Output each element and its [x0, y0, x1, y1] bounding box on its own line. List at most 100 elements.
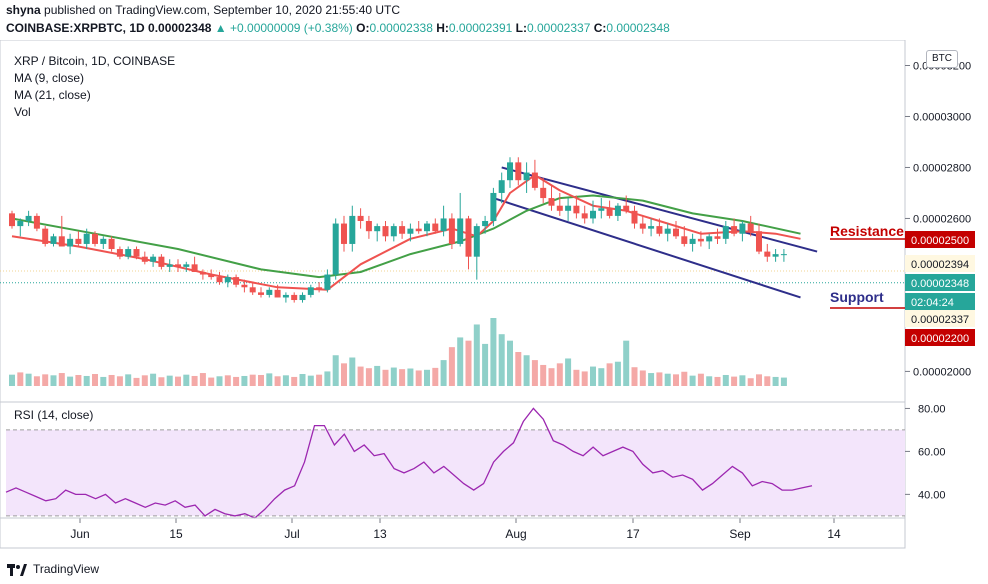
candle-body[interactable]: [307, 287, 314, 295]
candle-body[interactable]: [357, 215, 364, 221]
candle-body[interactable]: [390, 226, 397, 237]
candle-body[interactable]: [183, 264, 190, 267]
candle-body[interactable]: [531, 172, 538, 188]
candle-body[interactable]: [614, 205, 621, 216]
candle-body[interactable]: [108, 238, 115, 250]
candle-body[interactable]: [523, 172, 530, 181]
candle-body[interactable]: [17, 221, 24, 227]
candle-body[interactable]: [772, 254, 779, 257]
candle-body[interactable]: [216, 277, 223, 283]
candle-body[interactable]: [706, 236, 713, 242]
candle-body[interactable]: [573, 205, 580, 214]
candle-body[interactable]: [415, 228, 422, 232]
candle-body[interactable]: [473, 226, 480, 257]
candle-body[interactable]: [116, 249, 123, 257]
candle-body[interactable]: [33, 215, 40, 229]
candle-body[interactable]: [673, 228, 679, 237]
candle-body[interactable]: [548, 198, 555, 206]
candle-body[interactable]: [756, 231, 762, 252]
candle-body[interactable]: [9, 213, 15, 227]
candle-body[interactable]: [191, 264, 198, 272]
candle-body[interactable]: [175, 264, 181, 267]
candle-body[interactable]: [291, 294, 298, 301]
candle-body[interactable]: [714, 236, 721, 239]
candle-body[interactable]: [623, 205, 630, 211]
candle-body[interactable]: [316, 287, 323, 290]
candle-body[interactable]: [92, 233, 98, 244]
candle-body[interactable]: [465, 218, 472, 257]
candle-body[interactable]: [432, 223, 439, 232]
channel-upper-line[interactable]: [501, 166, 818, 253]
candle-body[interactable]: [722, 226, 729, 239]
candle-body[interactable]: [382, 226, 389, 237]
candle-body[interactable]: [141, 256, 148, 262]
candle-body[interactable]: [656, 226, 663, 234]
candle-body[interactable]: [208, 274, 215, 278]
price-chart[interactable]: 0.000032000.000030000.000028000.00002600…: [0, 40, 988, 558]
footer[interactable]: TradingView: [6, 558, 99, 580]
candle-body[interactable]: [448, 218, 455, 244]
candle-body[interactable]: [58, 236, 65, 247]
candle-body[interactable]: [440, 218, 447, 232]
candle-body[interactable]: [689, 238, 696, 244]
candle-body[interactable]: [365, 221, 372, 232]
candle-body[interactable]: [457, 218, 464, 244]
candle-body[interactable]: [731, 226, 738, 234]
candle-body[interactable]: [100, 238, 107, 244]
candle-body[interactable]: [50, 236, 57, 244]
candle-body[interactable]: [241, 284, 248, 288]
candle-body[interactable]: [681, 236, 688, 244]
candle-body[interactable]: [25, 215, 32, 221]
candle-body[interactable]: [233, 277, 240, 285]
candle-body[interactable]: [133, 249, 140, 257]
candle-body[interactable]: [648, 226, 655, 229]
candle-body[interactable]: [507, 162, 513, 181]
candle-body[interactable]: [67, 238, 74, 247]
candle-body[interactable]: [598, 208, 605, 211]
candle-body[interactable]: [158, 256, 165, 267]
candle-body[interactable]: [282, 294, 289, 298]
candle-body[interactable]: [424, 223, 430, 232]
candle-body[interactable]: [540, 187, 547, 199]
candle-body[interactable]: [556, 205, 563, 211]
candle-body[interactable]: [332, 223, 339, 275]
candle-body[interactable]: [42, 228, 49, 244]
candle-body[interactable]: [299, 294, 306, 301]
candle-body[interactable]: [274, 289, 281, 298]
candle-body[interactable]: [482, 221, 489, 227]
candle-body[interactable]: [199, 271, 206, 275]
candle-body[interactable]: [224, 277, 231, 283]
candle-body[interactable]: [697, 238, 704, 242]
candle-body[interactable]: [125, 249, 132, 257]
candle-body[interactable]: [324, 274, 331, 290]
candle-body[interactable]: [565, 205, 572, 211]
candle-body[interactable]: [739, 223, 746, 234]
candle-body[interactable]: [266, 289, 273, 295]
currency-badge[interactable]: BTC: [926, 50, 958, 68]
candle-body[interactable]: [399, 226, 406, 234]
candle-body[interactable]: [664, 228, 671, 234]
candle-body[interactable]: [498, 180, 505, 193]
candle-body[interactable]: [374, 226, 381, 232]
candle-body[interactable]: [780, 254, 787, 256]
candle-body[interactable]: [515, 162, 522, 181]
candle-body[interactable]: [639, 223, 646, 229]
candle-body[interactable]: [764, 251, 771, 257]
candle-body[interactable]: [258, 292, 264, 295]
candle-body[interactable]: [581, 213, 588, 219]
author-name[interactable]: shyna: [6, 3, 41, 17]
candle-body[interactable]: [249, 287, 256, 293]
candle-body[interactable]: [631, 210, 638, 224]
candle-body[interactable]: [75, 238, 82, 244]
candle-body[interactable]: [150, 256, 157, 262]
candle-body[interactable]: [407, 228, 414, 234]
candle-body[interactable]: [349, 215, 356, 244]
candle-body[interactable]: [166, 264, 173, 267]
candle-body[interactable]: [341, 223, 347, 244]
candle-body[interactable]: [83, 233, 90, 244]
candle-body[interactable]: [590, 210, 596, 219]
candle-body[interactable]: [747, 223, 754, 232]
channel-lower-line[interactable]: [493, 197, 801, 299]
candle-body[interactable]: [490, 192, 497, 221]
candle-body[interactable]: [606, 208, 613, 216]
